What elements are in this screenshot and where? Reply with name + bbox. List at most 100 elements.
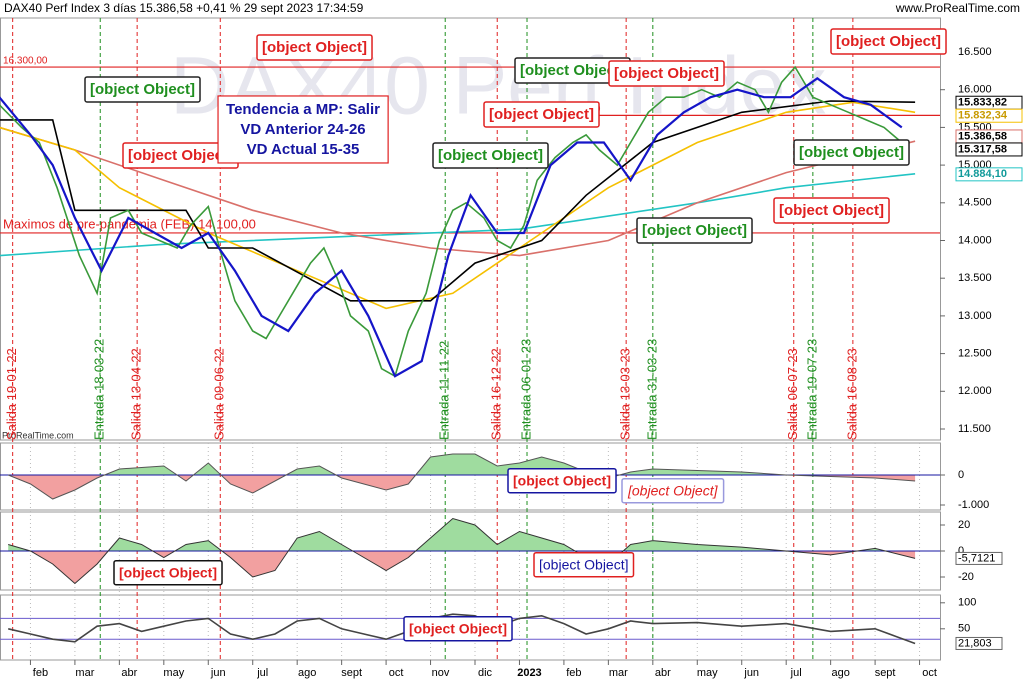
price-label: 15.386,58: [958, 130, 1007, 142]
page-title: DAX40 Perf Index 3 días 15.386,58 +0,41 …: [4, 1, 364, 15]
area-positive: [8, 518, 916, 551]
annotation: [object Object]: [642, 222, 747, 239]
annotation-box: [830, 28, 947, 55]
annotation-box: [621, 477, 725, 504]
price-label: 15.832,34: [958, 110, 1008, 122]
area-negative: [8, 551, 916, 584]
annotation-box: [507, 467, 617, 494]
y-tick-label: -1.000: [958, 499, 989, 511]
area-negative: [8, 475, 916, 499]
annotation-box: [256, 34, 373, 61]
x-tick-label: ago: [831, 667, 849, 679]
series-line: [8, 517, 916, 585]
annotation-box: [483, 101, 600, 128]
event-label: Salida 13-04-22: [129, 348, 144, 440]
y-tick-label: 100: [958, 597, 976, 609]
area-positive: [8, 454, 916, 476]
event-label: Salida 06-07-23: [785, 348, 800, 440]
annotation-box: [432, 142, 549, 169]
y-tick-label: 11.500: [958, 423, 991, 435]
x-tick-label: jun: [743, 667, 759, 679]
x-tick-label: feb: [33, 667, 48, 679]
x-tick-label: oct: [389, 667, 404, 679]
y-tick-label: 0: [958, 545, 964, 557]
series-line: [0, 100, 916, 302]
price-label: 15.317,58: [958, 143, 1007, 155]
last-value-label: 21,803: [958, 637, 992, 649]
annotation: [object Object]: [799, 144, 904, 161]
annotation: [object Object]: [836, 33, 941, 50]
price-label: 14.884,10: [958, 168, 1007, 180]
x-tick-label: 2023: [517, 667, 541, 679]
annotation-box: [608, 60, 725, 87]
annotation-box: [636, 217, 753, 244]
credit: ProRealTime.com: [2, 430, 74, 440]
panel: [0, 594, 941, 661]
y-tick-label: 16.500: [958, 46, 992, 58]
y-tick-label: 0: [958, 469, 964, 481]
note-line: VD Actual 15-35: [247, 141, 360, 158]
series-line: [8, 453, 916, 500]
last-value-box: [955, 551, 1003, 565]
y-tick-label: 14.000: [958, 234, 992, 246]
y-tick-label: 20: [958, 519, 970, 531]
x-tick-label: oct: [922, 667, 937, 679]
annotation: [object Object]: [489, 106, 594, 123]
event-label: Salida 13-03-23: [618, 348, 633, 440]
annotation: [object Object]: [539, 557, 629, 573]
price-label-box: [955, 167, 1023, 182]
x-tick-label: mar: [609, 667, 628, 679]
level-label: 16.300,00: [3, 56, 48, 67]
annotation: [object Object]: [520, 62, 625, 79]
annotation: [object Object]: [513, 473, 611, 489]
y-tick-label: 14.500: [958, 197, 992, 209]
annotation: [object Object]: [409, 621, 507, 637]
y-tick-label: 12.000: [958, 385, 992, 397]
x-tick-label: ago: [298, 667, 316, 679]
event-label: Salida 16-08-23: [844, 348, 859, 440]
panel: [0, 17, 941, 441]
annotation: [object Object]: [90, 81, 195, 98]
event-label: Entrada 31-03-23: [644, 339, 659, 440]
x-tick-label: may: [697, 667, 718, 679]
price-label-box: [955, 142, 1023, 157]
x-tick-label: jun: [210, 667, 226, 679]
series-line: [0, 126, 916, 257]
series-line: [0, 101, 916, 310]
event-label: Entrada 06-01-23: [518, 339, 533, 440]
series-line: [0, 65, 903, 378]
x-tick-label: sept: [341, 667, 362, 679]
annotation: [object Object]: [128, 147, 233, 164]
annotation-box: [84, 76, 201, 103]
annotation: [object Object]: [262, 39, 367, 56]
price-label-box: [955, 108, 1023, 123]
last-value-box: [955, 636, 1003, 650]
x-tick-label: abr: [655, 667, 671, 679]
series-line: [0, 173, 916, 257]
annotation: [object Object]: [627, 483, 719, 499]
event-label: Salida 09-06-22: [212, 348, 227, 440]
x-tick-label: abr: [121, 667, 137, 679]
x-tick-label: jul: [790, 667, 802, 679]
event-label: Entrada 18-03-22: [92, 339, 107, 440]
annotation: [object Object]: [614, 65, 719, 82]
series-line: [0, 77, 903, 378]
x-tick-label: dic: [478, 667, 493, 679]
annotation-box: [403, 615, 513, 642]
annotation: [object Object]: [438, 147, 543, 164]
annotation: [object Object]: [779, 202, 884, 219]
x-tick-label: sept: [875, 667, 896, 679]
x-tick-label: feb: [566, 667, 581, 679]
event-label: Salida 19-01-22: [4, 348, 19, 440]
annotation: [object Object]: [119, 565, 217, 581]
annotation-box: [793, 139, 910, 166]
note-line: VD Anterior 24-26: [240, 121, 365, 138]
y-tick-label: 50: [958, 623, 970, 635]
event-label: Entrada 19-07-23: [804, 339, 819, 440]
series-line: [8, 613, 916, 645]
event-label: Entrada 11-11-22: [437, 341, 452, 440]
y-tick-label: 13.500: [958, 272, 992, 284]
source: www.ProRealTime.com: [895, 1, 1020, 15]
annotation-box: [773, 197, 890, 224]
